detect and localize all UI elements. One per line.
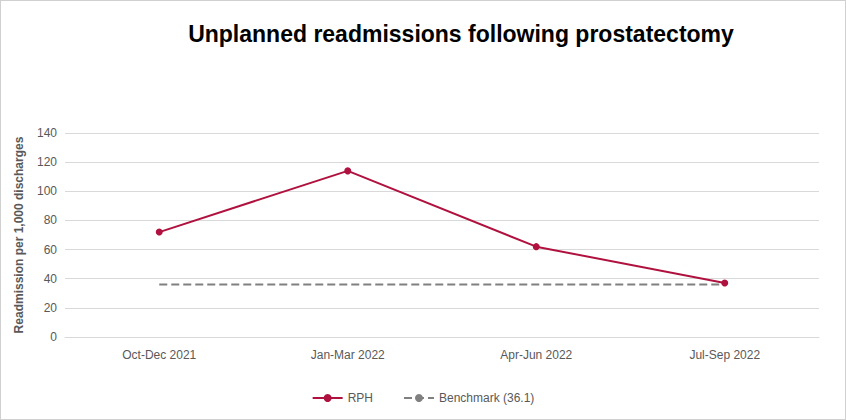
svg-text:60: 60 [44, 243, 58, 257]
svg-text:0: 0 [50, 330, 57, 344]
svg-text:Apr-Jun 2022: Apr-Jun 2022 [500, 348, 572, 362]
svg-text:40: 40 [44, 272, 58, 286]
svg-text:120: 120 [37, 155, 57, 169]
svg-text:Oct-Dec 2021: Oct-Dec 2021 [122, 348, 196, 362]
svg-text:140: 140 [37, 126, 57, 140]
svg-text:Jan-Mar 2022: Jan-Mar 2022 [311, 348, 385, 362]
svg-text:100: 100 [37, 184, 57, 198]
svg-text:RPH: RPH [348, 391, 373, 405]
svg-text:Benchmark (36.1): Benchmark (36.1) [439, 391, 534, 405]
svg-text:80: 80 [44, 213, 58, 227]
svg-text:Readmission per 1,000 discharg: Readmission per 1,000 discharges [12, 136, 26, 333]
svg-text:20: 20 [44, 301, 58, 315]
svg-text:Jul-Sep 2022: Jul-Sep 2022 [689, 348, 760, 362]
svg-text:Unplanned readmissions followi: Unplanned readmissions following prostat… [188, 21, 734, 47]
